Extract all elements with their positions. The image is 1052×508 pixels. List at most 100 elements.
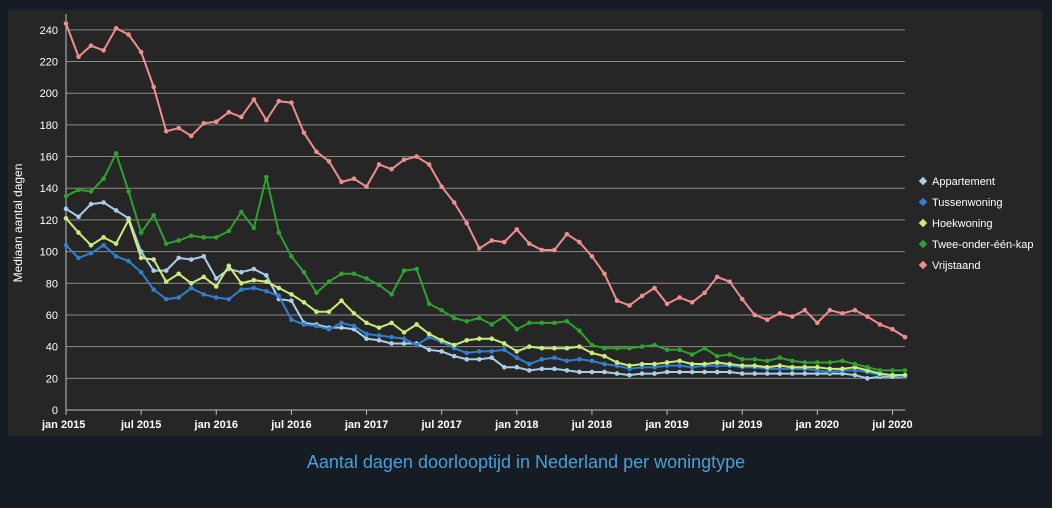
legend-label-1: Tussenwoning: [932, 197, 1003, 209]
data-point-1-11: [201, 292, 207, 297]
data-point-1-10: [188, 285, 194, 291]
data-point-1-44: [614, 363, 620, 368]
y-tick-label-60: 60: [46, 310, 58, 322]
data-point-0-3: [101, 200, 106, 205]
data-point-2-53: [727, 361, 732, 367]
data-point-0-36: [514, 364, 520, 370]
data-point-3-1: [76, 187, 81, 193]
data-point-1-7: [151, 287, 156, 292]
data-point-0-7: [151, 268, 156, 273]
data-point-2-25: [376, 325, 382, 330]
data-point-3-33: [476, 315, 482, 321]
data-point-1-61: [827, 369, 833, 375]
data-point-0-37: [527, 368, 532, 373]
data-point-2-27: [401, 330, 407, 335]
data-point-4-66: [890, 326, 895, 332]
data-point-1-50: [689, 364, 695, 370]
data-point-2-24: [364, 320, 369, 326]
data-point-0-59: [802, 371, 808, 376]
data-point-2-63: [852, 364, 858, 370]
data-point-0-33: [476, 357, 482, 362]
data-point-0-35: [501, 364, 507, 370]
data-point-3-23: [351, 271, 357, 277]
data-point-1-48: [664, 363, 670, 368]
data-point-0-29: [426, 347, 432, 353]
data-point-3-5: [126, 189, 131, 194]
data-point-1-43: [602, 361, 607, 367]
data-point-3-63: [852, 361, 858, 367]
data-point-4-27: [401, 157, 407, 163]
data-point-2-22: [339, 298, 344, 304]
data-point-2-36: [514, 349, 520, 354]
data-point-4-67: [902, 334, 908, 340]
data-point-3-13: [226, 228, 232, 234]
data-point-4-26: [389, 166, 394, 172]
data-point-1-46: [639, 364, 645, 370]
data-point-2-59: [802, 364, 808, 370]
legend-item-4[interactable]: Vrijstaand: [918, 260, 981, 272]
legend-label-0: Appartement: [932, 176, 995, 188]
data-point-2-15: [251, 277, 257, 283]
data-point-3-7: [151, 212, 156, 218]
data-point-4-2: [88, 43, 94, 48]
data-point-3-46: [639, 344, 645, 349]
y-axis-title: Mediaan aantal dagen: [11, 164, 25, 283]
legend[interactable]: Appartement Tussenwoning Hoekwoning Twee-on…: [918, 176, 1034, 272]
data-point-1-0: [63, 242, 69, 248]
legend-item-2[interactable]: Hoekwoning: [918, 218, 993, 230]
data-point-3-47: [652, 342, 657, 348]
data-point-1-47: [652, 364, 657, 370]
data-point-4-17: [276, 98, 282, 104]
data-point-0-26: [389, 341, 394, 346]
data-point-4-44: [614, 298, 620, 304]
data-point-3-35: [501, 314, 507, 319]
data-point-1-20: [314, 323, 319, 329]
data-point-4-50: [689, 299, 695, 305]
data-point-3-0: [63, 193, 69, 199]
data-point-3-62: [840, 358, 845, 364]
data-point-4-34: [489, 238, 495, 243]
data-point-1-38: [539, 357, 545, 362]
data-point-2-10: [188, 280, 194, 286]
data-point-2-14: [239, 280, 244, 286]
x-tick-label-2015-07: jul 2015: [120, 419, 161, 431]
data-point-0-51: [702, 369, 707, 375]
data-point-0-2: [88, 201, 94, 207]
data-point-0-48: [664, 369, 670, 375]
data-point-3-31: [451, 315, 457, 321]
legend-item-3[interactable]: Twee-onder-één-kap: [918, 239, 1034, 251]
data-point-4-52: [714, 274, 720, 280]
data-point-2-46: [639, 361, 645, 367]
data-point-0-25: [376, 338, 382, 343]
data-point-4-37: [527, 241, 532, 246]
data-point-4-54: [739, 296, 745, 302]
data-point-0-9: [176, 255, 182, 261]
data-point-3-39: [552, 320, 557, 326]
legend-item-0[interactable]: Appartement: [918, 176, 995, 188]
data-point-3-37: [527, 320, 532, 326]
data-point-4-56: [764, 317, 770, 323]
data-point-4-15: [251, 97, 257, 102]
data-point-3-40: [564, 318, 570, 324]
data-point-0-47: [652, 371, 657, 376]
data-point-4-40: [564, 231, 570, 237]
data-point-3-55: [752, 357, 758, 362]
legend-marker-2: [918, 218, 928, 228]
legend-item-1[interactable]: Tussenwoning: [918, 197, 1003, 209]
data-point-2-58: [789, 364, 795, 370]
data-point-4-9: [176, 125, 182, 131]
data-point-3-19: [301, 269, 307, 275]
data-point-2-45: [627, 363, 632, 368]
data-point-0-31: [451, 353, 457, 359]
data-point-2-26: [389, 320, 394, 326]
data-point-3-43: [602, 345, 607, 351]
data-point-0-63: [852, 372, 858, 378]
data-point-4-33: [476, 246, 482, 251]
data-point-4-6: [138, 49, 144, 55]
series-0: [63, 200, 908, 381]
data-point-1-35: [501, 347, 507, 353]
data-point-3-42: [589, 342, 595, 348]
data-point-4-59: [802, 307, 808, 313]
data-point-0-23: [351, 326, 357, 332]
data-point-3-12: [213, 235, 219, 240]
